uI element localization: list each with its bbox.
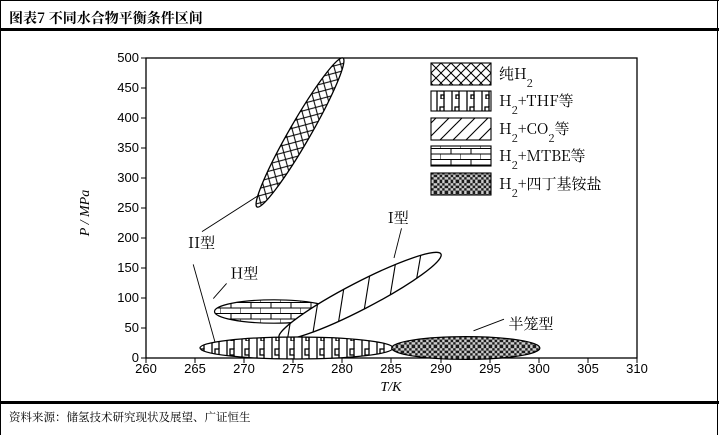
svg-text:400: 400 xyxy=(117,110,139,125)
svg-text:300: 300 xyxy=(528,361,550,376)
svg-text:280: 280 xyxy=(331,361,353,376)
svg-text:H2+MTBE等: H2+MTBE等 xyxy=(499,145,586,173)
svg-text:500: 500 xyxy=(117,50,139,65)
svg-text:265: 265 xyxy=(184,361,206,376)
svg-text:290: 290 xyxy=(430,361,452,376)
svg-text:350: 350 xyxy=(117,140,139,155)
svg-text:I型: I型 xyxy=(388,207,409,228)
svg-text:半笼型: 半笼型 xyxy=(509,313,554,334)
svg-text:II型: II型 xyxy=(188,232,215,253)
svg-text:50: 50 xyxy=(125,320,139,335)
svg-text:275: 275 xyxy=(282,361,304,376)
svg-text:100: 100 xyxy=(117,290,139,305)
svg-text:T/K: T/K xyxy=(380,380,402,395)
svg-text:200: 200 xyxy=(117,230,139,245)
svg-text:250: 250 xyxy=(117,200,139,215)
svg-text:H2+CO2等: H2+CO2等 xyxy=(499,118,570,146)
svg-text:270: 270 xyxy=(233,361,255,376)
svg-text:300: 300 xyxy=(117,170,139,185)
svg-text:H2+四丁基铵盐: H2+四丁基铵盐 xyxy=(499,173,602,201)
svg-text:310: 310 xyxy=(626,361,648,376)
svg-text:H型: H型 xyxy=(231,262,259,283)
svg-text:305: 305 xyxy=(577,361,599,376)
svg-text:285: 285 xyxy=(380,361,402,376)
svg-text:295: 295 xyxy=(479,361,501,376)
svg-text:150: 150 xyxy=(117,260,139,275)
svg-text:H2+THF等: H2+THF等 xyxy=(499,90,574,118)
svg-text:纯H2: 纯H2 xyxy=(499,63,533,91)
svg-text:260: 260 xyxy=(135,361,157,376)
svg-text:450: 450 xyxy=(117,80,139,95)
svg-text:P / MPa: P / MPa xyxy=(78,190,93,237)
